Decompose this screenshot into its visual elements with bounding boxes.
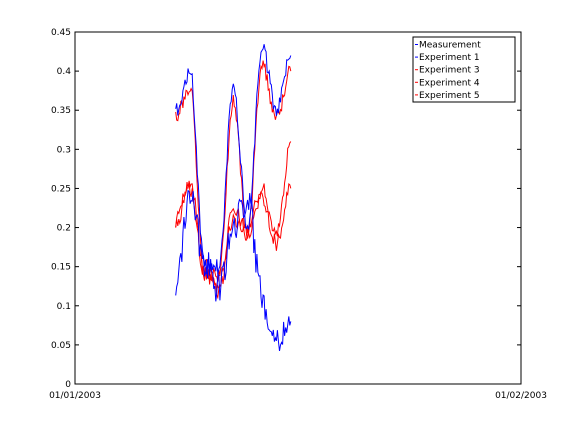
y-tick-label: 0 <box>65 380 71 390</box>
axes-layer: 0 0.05 0.1 0.15 0.2 0.25 0.3 0.35 0.4 0.45 01/01/2… <box>49 28 547 401</box>
y-tick-label: 0.3 <box>57 145 71 155</box>
legend-label: Measurement <box>419 41 481 51</box>
y-tick-label: 0.05 <box>51 341 71 351</box>
y-tick-label: 0.15 <box>51 263 71 273</box>
series-line-measurement <box>175 189 292 351</box>
legend-label: Experiment 3 <box>419 66 480 76</box>
x-tick-label: 01/02/2003 <box>495 391 547 401</box>
legend-box <box>412 36 516 103</box>
axes-box <box>74 31 522 385</box>
x-tick-label: 01/01/2003 <box>49 391 101 401</box>
legend-label: Experiment 1 <box>419 53 480 63</box>
y-tick-label: 0.2 <box>57 224 71 234</box>
y-tick-label: 0.1 <box>57 302 71 312</box>
series-line-experiment-1 <box>175 44 292 275</box>
y-tick-label: 0.35 <box>51 106 71 116</box>
y-tick-label: 0.4 <box>57 67 72 77</box>
legend: Measurement Experiment 1 Experiment 3 Exper… <box>412 36 516 103</box>
y-tick-label: 0.45 <box>51 28 71 38</box>
series-layer <box>175 44 292 351</box>
y-tick-label: 0.25 <box>51 184 71 194</box>
series-line-experiment-4 <box>175 141 292 291</box>
legend-label: Experiment 5 <box>419 91 480 101</box>
legend-label: Experiment 4 <box>419 78 480 88</box>
